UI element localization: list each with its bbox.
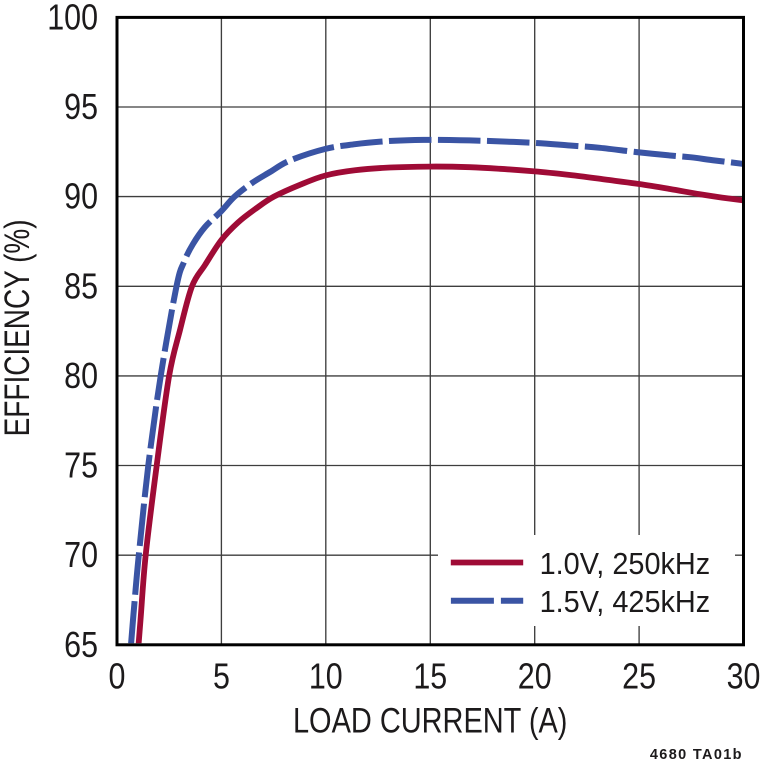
svg-text:30: 30 bbox=[727, 657, 760, 697]
svg-text:85: 85 bbox=[64, 267, 98, 307]
svg-text:90: 90 bbox=[64, 177, 98, 217]
svg-text:1.0V, 250kHz: 1.0V, 250kHz bbox=[540, 547, 711, 581]
svg-text:65: 65 bbox=[64, 626, 98, 666]
svg-text:95: 95 bbox=[64, 88, 98, 128]
svg-text:1.5V, 425kHz: 1.5V, 425kHz bbox=[540, 585, 711, 619]
svg-text:EFFICIENCY (%): EFFICIENCY (%) bbox=[0, 219, 37, 436]
svg-text:70: 70 bbox=[64, 536, 98, 576]
svg-text:80: 80 bbox=[64, 357, 98, 397]
svg-text:20: 20 bbox=[518, 657, 552, 697]
svg-text:LOAD CURRENT (A): LOAD CURRENT (A) bbox=[293, 701, 567, 740]
svg-text:25: 25 bbox=[622, 657, 656, 697]
svg-text:0: 0 bbox=[109, 657, 126, 697]
svg-text:15: 15 bbox=[413, 657, 447, 697]
svg-text:10: 10 bbox=[309, 657, 343, 697]
svg-text:100: 100 bbox=[47, 0, 98, 38]
svg-text:5: 5 bbox=[213, 657, 230, 697]
svg-text:75: 75 bbox=[64, 446, 98, 486]
svg-text:4680 TA01b: 4680 TA01b bbox=[650, 747, 743, 763]
